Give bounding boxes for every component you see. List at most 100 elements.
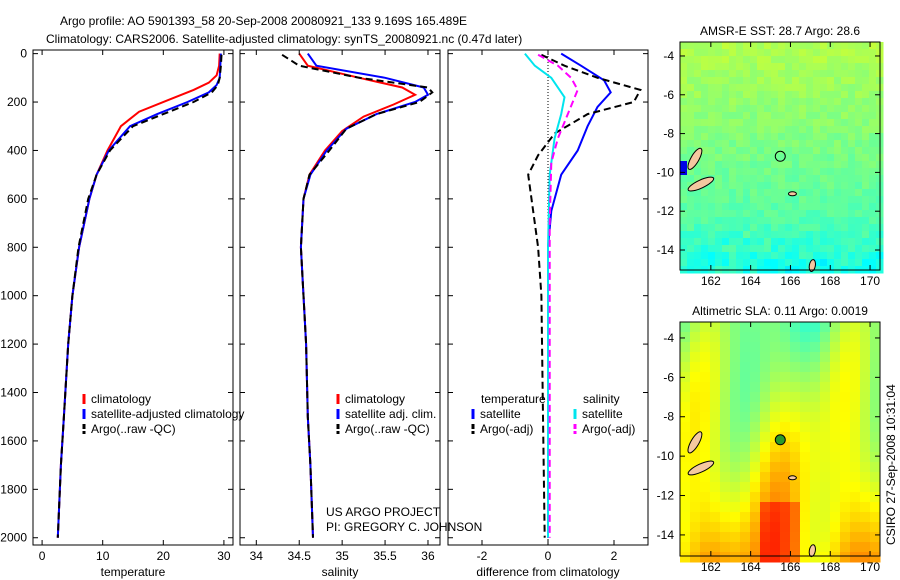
map-cell bbox=[820, 70, 828, 78]
x-tick-label: 30 bbox=[217, 549, 231, 563]
map-cell bbox=[701, 49, 709, 57]
map-cell bbox=[750, 203, 758, 211]
map-cell bbox=[792, 84, 800, 92]
map-cell bbox=[771, 63, 779, 71]
map-cell bbox=[750, 217, 758, 225]
map-cell bbox=[750, 98, 758, 106]
map-cell bbox=[806, 224, 814, 232]
map-cell bbox=[848, 203, 856, 211]
map-cell bbox=[862, 126, 870, 134]
map-cell bbox=[827, 84, 835, 92]
map-cell bbox=[743, 126, 751, 134]
map-cell bbox=[701, 259, 709, 267]
map-cell bbox=[680, 442, 691, 453]
map-cell bbox=[855, 217, 863, 225]
map-cell bbox=[799, 126, 807, 134]
map-cell bbox=[841, 56, 849, 64]
map-cell bbox=[862, 70, 870, 78]
map-cell bbox=[722, 217, 730, 225]
map-cell bbox=[771, 196, 779, 204]
map-cell bbox=[778, 224, 786, 232]
map-cell bbox=[764, 182, 772, 190]
map-cell bbox=[799, 154, 807, 162]
map-cell bbox=[810, 382, 821, 393]
map-cell bbox=[701, 126, 709, 134]
x-tick-label: 20 bbox=[157, 549, 171, 563]
map-cell bbox=[834, 147, 842, 155]
map-cell bbox=[800, 522, 811, 533]
y-tick-label: 600 bbox=[7, 192, 27, 206]
map-cell bbox=[869, 245, 877, 253]
sla-map-field bbox=[680, 322, 881, 563]
map-cell bbox=[680, 502, 691, 513]
map-cell bbox=[855, 91, 863, 99]
map-cell bbox=[780, 552, 791, 563]
map-cell bbox=[694, 259, 702, 267]
map-cell bbox=[757, 91, 765, 99]
map-cell bbox=[869, 42, 877, 50]
map-cell bbox=[848, 154, 856, 162]
map-cell bbox=[736, 126, 744, 134]
map-cell bbox=[848, 231, 856, 239]
map-cell bbox=[700, 402, 711, 413]
map-cell bbox=[715, 49, 723, 57]
map-cell bbox=[860, 382, 871, 393]
map-cell bbox=[722, 189, 730, 197]
x-tick-label: 170 bbox=[860, 560, 880, 574]
map-cell bbox=[800, 382, 811, 393]
map-cell bbox=[834, 119, 842, 127]
map-cell bbox=[800, 402, 811, 413]
map-cell bbox=[869, 105, 877, 113]
map-cell bbox=[806, 238, 814, 246]
map-cell bbox=[701, 77, 709, 85]
map-cell bbox=[806, 70, 814, 78]
map-cell bbox=[690, 532, 701, 543]
map-cell bbox=[722, 238, 730, 246]
series-line-satellite-adjusted-climatology bbox=[56, 53, 222, 538]
map-cell bbox=[827, 77, 835, 85]
map-cell bbox=[841, 126, 849, 134]
map-cell bbox=[770, 352, 781, 363]
map-cell bbox=[848, 70, 856, 78]
series-line-argo-raw-qc- bbox=[56, 54, 223, 538]
series-line-salinity-satellite bbox=[524, 52, 566, 538]
map-cell bbox=[743, 231, 751, 239]
map-cell bbox=[778, 98, 786, 106]
map-cell bbox=[730, 452, 741, 463]
map-cell bbox=[722, 42, 730, 50]
map-cell bbox=[720, 442, 731, 453]
map-cell bbox=[690, 382, 701, 393]
map-cell bbox=[813, 182, 821, 190]
map-cell bbox=[820, 203, 828, 211]
x-tick-label: 170 bbox=[860, 274, 880, 288]
map-cell bbox=[869, 203, 877, 211]
map-cell bbox=[810, 552, 821, 563]
map-cell bbox=[870, 442, 881, 453]
map-cell bbox=[708, 203, 716, 211]
map-cell bbox=[750, 472, 761, 483]
map-cell bbox=[813, 56, 821, 64]
map-cell bbox=[841, 161, 849, 169]
map-cell bbox=[729, 42, 737, 50]
map-cell bbox=[834, 91, 842, 99]
map-cell bbox=[848, 182, 856, 190]
map-cell bbox=[771, 175, 779, 183]
map-cell bbox=[760, 412, 771, 423]
map-cell bbox=[790, 352, 801, 363]
map-cell bbox=[764, 196, 772, 204]
map-cell bbox=[764, 245, 772, 253]
map-cell bbox=[778, 252, 786, 260]
map-cell bbox=[743, 252, 751, 260]
map-cell bbox=[740, 542, 751, 553]
map-cell bbox=[736, 189, 744, 197]
map-cell bbox=[860, 342, 871, 353]
map-cell bbox=[848, 49, 856, 57]
map-cell bbox=[790, 412, 801, 423]
map-cell bbox=[750, 352, 761, 363]
map-cell bbox=[862, 154, 870, 162]
map-cell bbox=[827, 42, 835, 50]
map-cell bbox=[722, 259, 730, 267]
map-cell bbox=[806, 133, 814, 141]
map-cell bbox=[720, 482, 731, 493]
map-cell bbox=[740, 332, 751, 343]
